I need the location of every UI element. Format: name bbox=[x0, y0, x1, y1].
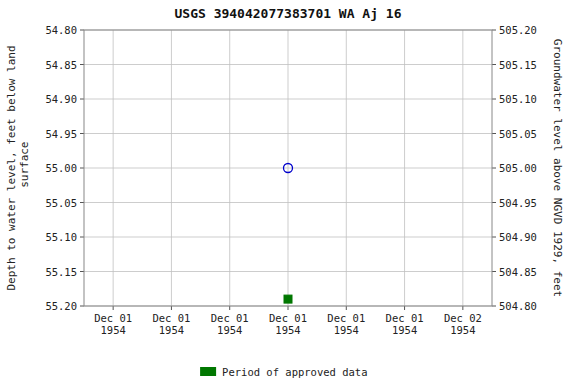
tick bbox=[80, 271, 84, 272]
tick bbox=[492, 306, 496, 307]
tick-label: Dec 011954 bbox=[94, 312, 132, 336]
tick bbox=[80, 64, 84, 65]
grid-line bbox=[229, 30, 230, 306]
tick-label: 505.10 bbox=[499, 93, 537, 105]
title: USGS 394042077383701 WA Aj 16 bbox=[175, 6, 402, 21]
tick bbox=[80, 306, 84, 307]
tick bbox=[171, 306, 172, 310]
tick-label: Dec 011954 bbox=[327, 312, 365, 336]
tick bbox=[492, 133, 496, 134]
chart: 54.80 54.85 54.90 54.95 55.00 55.05 55.10 55.15… bbox=[0, 0, 576, 384]
grid bbox=[84, 30, 492, 306]
tick bbox=[80, 168, 84, 169]
tick-label: 505.15 bbox=[499, 59, 537, 71]
tick-label: 505.05 bbox=[499, 128, 537, 140]
tick-label: 55.05 bbox=[45, 197, 77, 209]
tick-label: 504.85 bbox=[499, 266, 537, 278]
tick-label: 504.95 bbox=[499, 197, 537, 209]
tick-label: 55.00 bbox=[45, 162, 77, 174]
tick bbox=[80, 237, 84, 238]
tick-label: 54.85 bbox=[45, 59, 77, 71]
legend-label: Period of approved data bbox=[222, 366, 367, 378]
tick-label: 55.20 bbox=[45, 300, 77, 312]
tick bbox=[346, 306, 347, 310]
tick bbox=[80, 202, 84, 203]
point bbox=[284, 295, 292, 303]
tick bbox=[492, 168, 496, 169]
tick bbox=[288, 306, 289, 310]
tick bbox=[229, 306, 230, 310]
tick-label: Dec 011954 bbox=[211, 312, 249, 336]
point bbox=[284, 164, 293, 173]
tick-label: 504.80 bbox=[499, 300, 537, 312]
tick-label: Dec 011954 bbox=[269, 312, 307, 336]
legend: Period of approved data bbox=[200, 366, 367, 378]
tick bbox=[492, 271, 496, 272]
tick bbox=[113, 306, 114, 310]
grid-line bbox=[404, 30, 405, 306]
plot-frame bbox=[84, 30, 492, 306]
tick-label: Dec 021954 bbox=[444, 312, 482, 336]
tick bbox=[492, 202, 496, 203]
tick-label: 54.95 bbox=[45, 128, 77, 140]
grid-line bbox=[462, 30, 463, 306]
tick bbox=[462, 306, 463, 310]
marks bbox=[284, 164, 293, 304]
tick-label: 504.90 bbox=[499, 231, 537, 243]
tick-label: 54.80 bbox=[45, 24, 77, 36]
legend-swatch bbox=[200, 367, 216, 376]
tick bbox=[80, 133, 84, 134]
grid-line bbox=[288, 30, 289, 306]
grid-line bbox=[171, 30, 172, 306]
tick bbox=[80, 30, 84, 31]
axis-label: Groundwater level above NGVD 1929, feet bbox=[551, 39, 564, 297]
tick bbox=[492, 99, 496, 100]
tick-label: 55.15 bbox=[45, 266, 77, 278]
tick bbox=[404, 306, 405, 310]
tick bbox=[492, 30, 496, 31]
axis-label: Depth to water level, feet below land su… bbox=[5, 45, 31, 290]
tick-label: Dec 011954 bbox=[152, 312, 190, 336]
tick-label: 505.00 bbox=[499, 162, 537, 174]
tick-label: 505.20 bbox=[499, 24, 537, 36]
grid-line bbox=[346, 30, 347, 306]
tick-label: 54.90 bbox=[45, 93, 77, 105]
tick bbox=[492, 237, 496, 238]
tick-label: Dec 011954 bbox=[386, 312, 424, 336]
tick bbox=[80, 99, 84, 100]
grid-line bbox=[113, 30, 114, 306]
tick-label: 55.10 bbox=[45, 231, 77, 243]
tick bbox=[492, 64, 496, 65]
